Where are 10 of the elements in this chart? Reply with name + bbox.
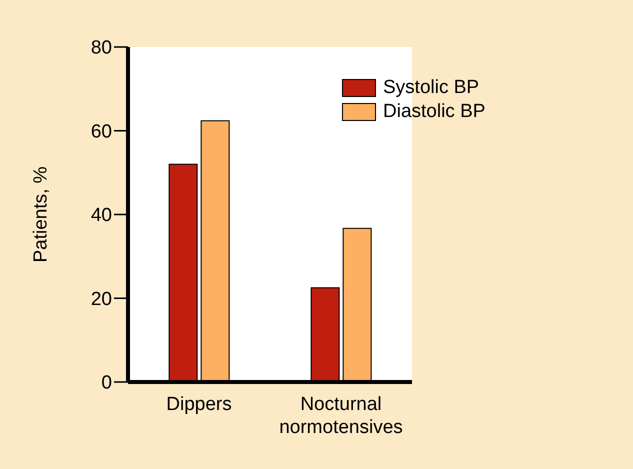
y-tick-label: 40 xyxy=(90,205,112,226)
y-axis-title: Patients, % xyxy=(30,166,52,263)
x-tick-label: Dippers xyxy=(166,394,232,415)
y-tick-label: 20 xyxy=(90,288,112,310)
y-tick-label: 0 xyxy=(101,372,112,394)
legend-label: Diastolic BP xyxy=(383,101,486,123)
legend-label: Systolic BP xyxy=(383,77,480,99)
y-tick-label: 60 xyxy=(90,121,112,142)
x-tick-label: Nocturnal normotensives xyxy=(279,394,403,438)
y-tick-label: 80 xyxy=(90,38,112,59)
